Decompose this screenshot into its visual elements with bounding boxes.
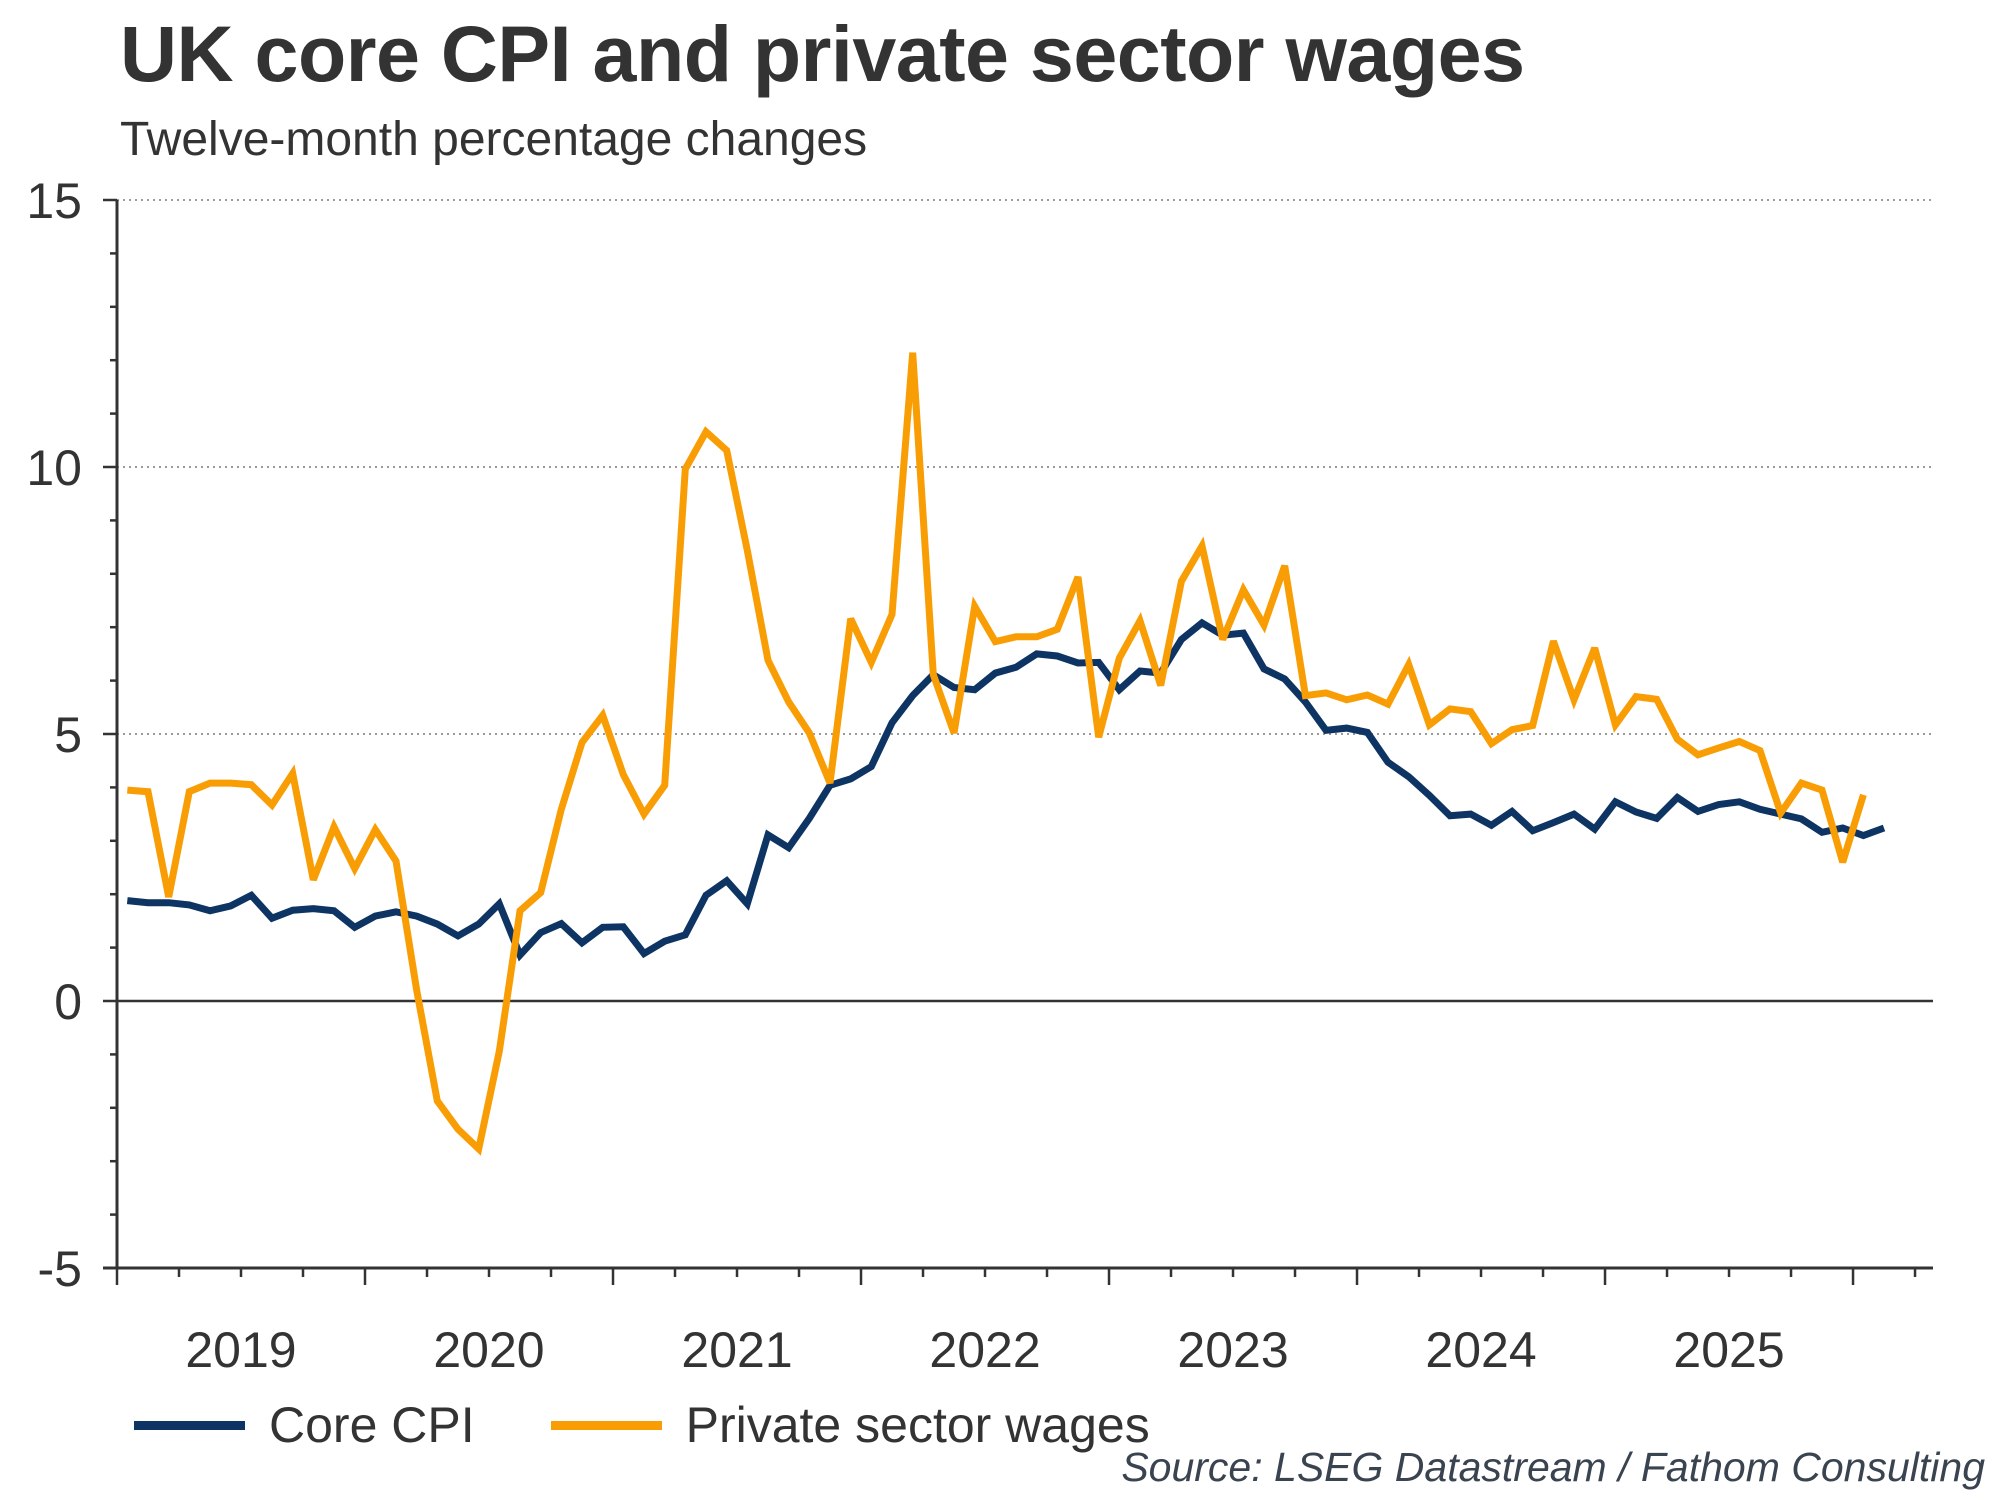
x-axis-labels: 2019 2020 2021 2022 2023 2024 2025 (185, 1322, 1784, 1378)
x-tick-label: 2022 (929, 1322, 1040, 1378)
series-line-private-sector-wages (127, 352, 1867, 1156)
x-tick-label: 2021 (681, 1322, 792, 1378)
axes (103, 198, 1933, 1285)
legend-item-core-cpi: Core CPI (134, 1396, 475, 1454)
legend-label-private-sector-wages: Private sector wages (685, 1397, 1150, 1453)
y-tick-label: 10 (26, 440, 82, 496)
legend: Core CPI Private sector wages (134, 1396, 1226, 1454)
y-tick-label: -5 (38, 1241, 82, 1297)
y-tick-label: 0 (54, 974, 82, 1030)
y-tick-label: 5 (54, 707, 82, 763)
legend-swatch-core-cpi (134, 1420, 245, 1430)
y-tick-label: 15 (26, 173, 82, 229)
x-tick-label: 2020 (433, 1322, 544, 1378)
chart-subtitle: Twelve-month percentage changes (120, 113, 868, 166)
x-tick-label: 2024 (1425, 1322, 1536, 1378)
series-lines (126, 352, 1886, 1156)
legend-swatch-private-sector-wages (550, 1420, 662, 1430)
legend-label-core-cpi: Core CPI (269, 1397, 475, 1453)
x-tick-label: 2019 (185, 1322, 296, 1378)
source-note: Source: LSEG Datastream / Fathom Consult… (1121, 1444, 1985, 1490)
series-line-core-cpi (126, 618, 1886, 962)
x-tick-label: 2023 (1177, 1322, 1288, 1378)
chart-title: UK core CPI and private sector wages (120, 9, 1525, 98)
gridlines (117, 199, 1933, 1003)
x-tick-label: 2025 (1673, 1322, 1784, 1378)
legend-item-private-sector-wages: Private sector wages (550, 1396, 1150, 1454)
y-axis-labels: -5 0 5 10 15 (26, 173, 82, 1297)
